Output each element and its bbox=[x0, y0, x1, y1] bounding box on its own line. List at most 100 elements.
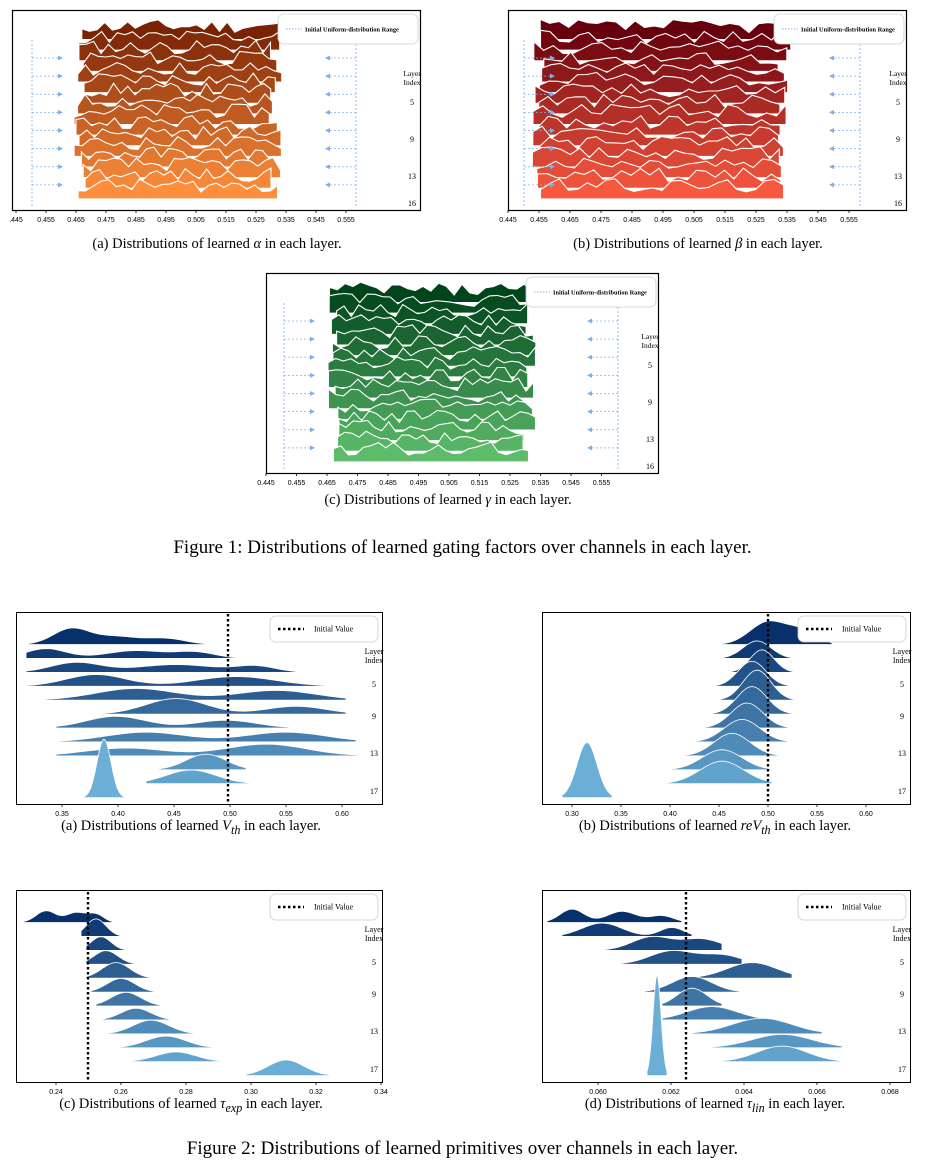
layer-title: Layer bbox=[365, 647, 384, 656]
layer-title: Layer bbox=[889, 69, 907, 78]
range-arrow-head bbox=[829, 55, 834, 61]
x-tick-label: 0.455 bbox=[530, 217, 548, 224]
ridge-row bbox=[332, 441, 530, 463]
ridge-row bbox=[20, 910, 117, 923]
legend-label: Initial Value bbox=[314, 625, 354, 634]
plot-frame bbox=[16, 612, 383, 805]
ridge-row bbox=[25, 674, 337, 687]
layer-title: Index bbox=[641, 341, 658, 350]
layer-index-label: 13 bbox=[898, 1027, 906, 1036]
caption-text: (c) Distributions of learned bbox=[59, 1096, 221, 1112]
ridge-row bbox=[330, 314, 527, 335]
range-arrow-head bbox=[58, 128, 63, 133]
x-tick-label: 0.475 bbox=[592, 217, 610, 224]
x-tick-label: 0.455 bbox=[37, 217, 55, 224]
legend-box bbox=[277, 13, 419, 45]
plot-frame bbox=[542, 890, 911, 1083]
ridge-row bbox=[334, 377, 535, 399]
layer-title: Index bbox=[365, 934, 383, 943]
x-tick-label: 0.525 bbox=[747, 217, 765, 224]
legend-label: Initial Value bbox=[842, 625, 882, 634]
figure2-panel-d: Initial Value Layer Index 5 9 13 17 0.060 0.062 0… bbox=[542, 890, 914, 1096]
range-arrow-head bbox=[58, 164, 63, 170]
ridge-row bbox=[538, 93, 781, 115]
figure1-caption-a: (a) Distributions of learned α in each l… bbox=[12, 236, 422, 253]
figure2-caption-b: (b) Distributions of learned reVth in ea… bbox=[540, 818, 890, 838]
x-tick-label: 0.26 bbox=[114, 1089, 128, 1096]
x-tick-label: 0.515 bbox=[716, 217, 734, 224]
ridge-chart-beta: Initial Uniform-distribution Range LayerI… bbox=[499, 9, 908, 224]
layer-index-label: 5 bbox=[896, 98, 900, 107]
ridge-row bbox=[681, 640, 823, 659]
x-tick-label: 0.475 bbox=[349, 480, 367, 487]
legend-label: Initial Value bbox=[314, 903, 354, 912]
layer-index-label: 13 bbox=[898, 749, 906, 758]
plot-frame bbox=[507, 9, 908, 212]
range-arrow-head bbox=[829, 146, 834, 152]
ridge-row bbox=[539, 178, 785, 200]
ridge-row bbox=[611, 950, 743, 965]
legend-label: Initial Uniform-distribution Range bbox=[553, 290, 647, 297]
x-tick-label: 0.35 bbox=[614, 811, 628, 818]
caption-symbol: γ bbox=[485, 492, 492, 508]
layer-index-label: 13 bbox=[370, 749, 378, 758]
caption-text: (b) Distributions of learned bbox=[578, 818, 741, 834]
range-arrow-head bbox=[829, 91, 834, 97]
x-tick-label: 0.495 bbox=[654, 217, 672, 224]
layer-index-label: 16 bbox=[646, 462, 654, 471]
caption-text: in each layer. bbox=[764, 1096, 846, 1112]
caption-symbol: reV bbox=[740, 818, 762, 834]
x-tick-label: 0.40 bbox=[111, 811, 125, 818]
ridge-row bbox=[25, 661, 297, 673]
range-arrow-head bbox=[58, 73, 63, 79]
layer-index-label: 16 bbox=[894, 199, 902, 208]
ridge-row bbox=[35, 688, 347, 701]
x-tick-label: 0.505 bbox=[440, 480, 458, 487]
layer-index-label: 9 bbox=[648, 398, 652, 407]
ridge-row bbox=[25, 648, 247, 659]
ridge-row bbox=[651, 760, 773, 785]
x-tick-label: 0.32 bbox=[309, 1089, 323, 1096]
ridge-row bbox=[691, 1033, 843, 1049]
x-tick-label: 0.445 bbox=[257, 480, 275, 487]
legend-label: Initial Uniform-distribution Range bbox=[305, 27, 399, 34]
caption-text: in each layer. bbox=[770, 818, 852, 834]
caption-text: in each layer. bbox=[261, 236, 342, 252]
layer-title: Layer bbox=[365, 925, 384, 934]
x-tick-label: 0.062 bbox=[662, 1089, 680, 1096]
legend: Initial Value bbox=[797, 893, 907, 921]
layer-index-label: 17 bbox=[370, 1065, 378, 1074]
legend: Initial Uniform-distribution Range bbox=[277, 13, 419, 45]
x-tick-label: 0.495 bbox=[410, 480, 428, 487]
ridge-row bbox=[55, 698, 347, 715]
x-tick-label: 0.455 bbox=[288, 480, 306, 487]
layer-index-label: 5 bbox=[372, 680, 376, 689]
range-arrow-head bbox=[587, 318, 592, 324]
ridge-row bbox=[80, 918, 147, 937]
ridge-row bbox=[651, 962, 793, 979]
x-tick-label: 0.485 bbox=[379, 480, 397, 487]
range-arrow-head bbox=[829, 109, 834, 115]
layer-index-label: 16 bbox=[408, 199, 416, 208]
range-arrow-head bbox=[550, 55, 555, 61]
ridge-row bbox=[85, 936, 147, 951]
plot-frame bbox=[265, 272, 660, 475]
ridge-row bbox=[90, 978, 167, 993]
caption-subscript: th bbox=[231, 822, 241, 837]
x-tick-label: 0.060 bbox=[589, 1089, 607, 1096]
range-arrow-head bbox=[58, 55, 63, 61]
ridge-chart-alpha: Initial Uniform-distribution Range LayerI… bbox=[9, 9, 422, 224]
layer-index-label: 5 bbox=[410, 98, 414, 107]
range-arrow-head bbox=[829, 128, 834, 133]
layer-index-label: 5 bbox=[900, 680, 904, 689]
x-tick-label: 0.45 bbox=[712, 811, 726, 818]
range-arrow-head bbox=[550, 182, 555, 188]
range-arrow-head bbox=[325, 146, 330, 152]
ridge-row bbox=[145, 769, 257, 785]
plot-frame bbox=[11, 9, 422, 212]
range-arrow-head bbox=[829, 73, 834, 79]
caption-subscript: th bbox=[761, 822, 771, 837]
ridge-row bbox=[80, 146, 271, 168]
range-arrow-head bbox=[587, 391, 592, 396]
